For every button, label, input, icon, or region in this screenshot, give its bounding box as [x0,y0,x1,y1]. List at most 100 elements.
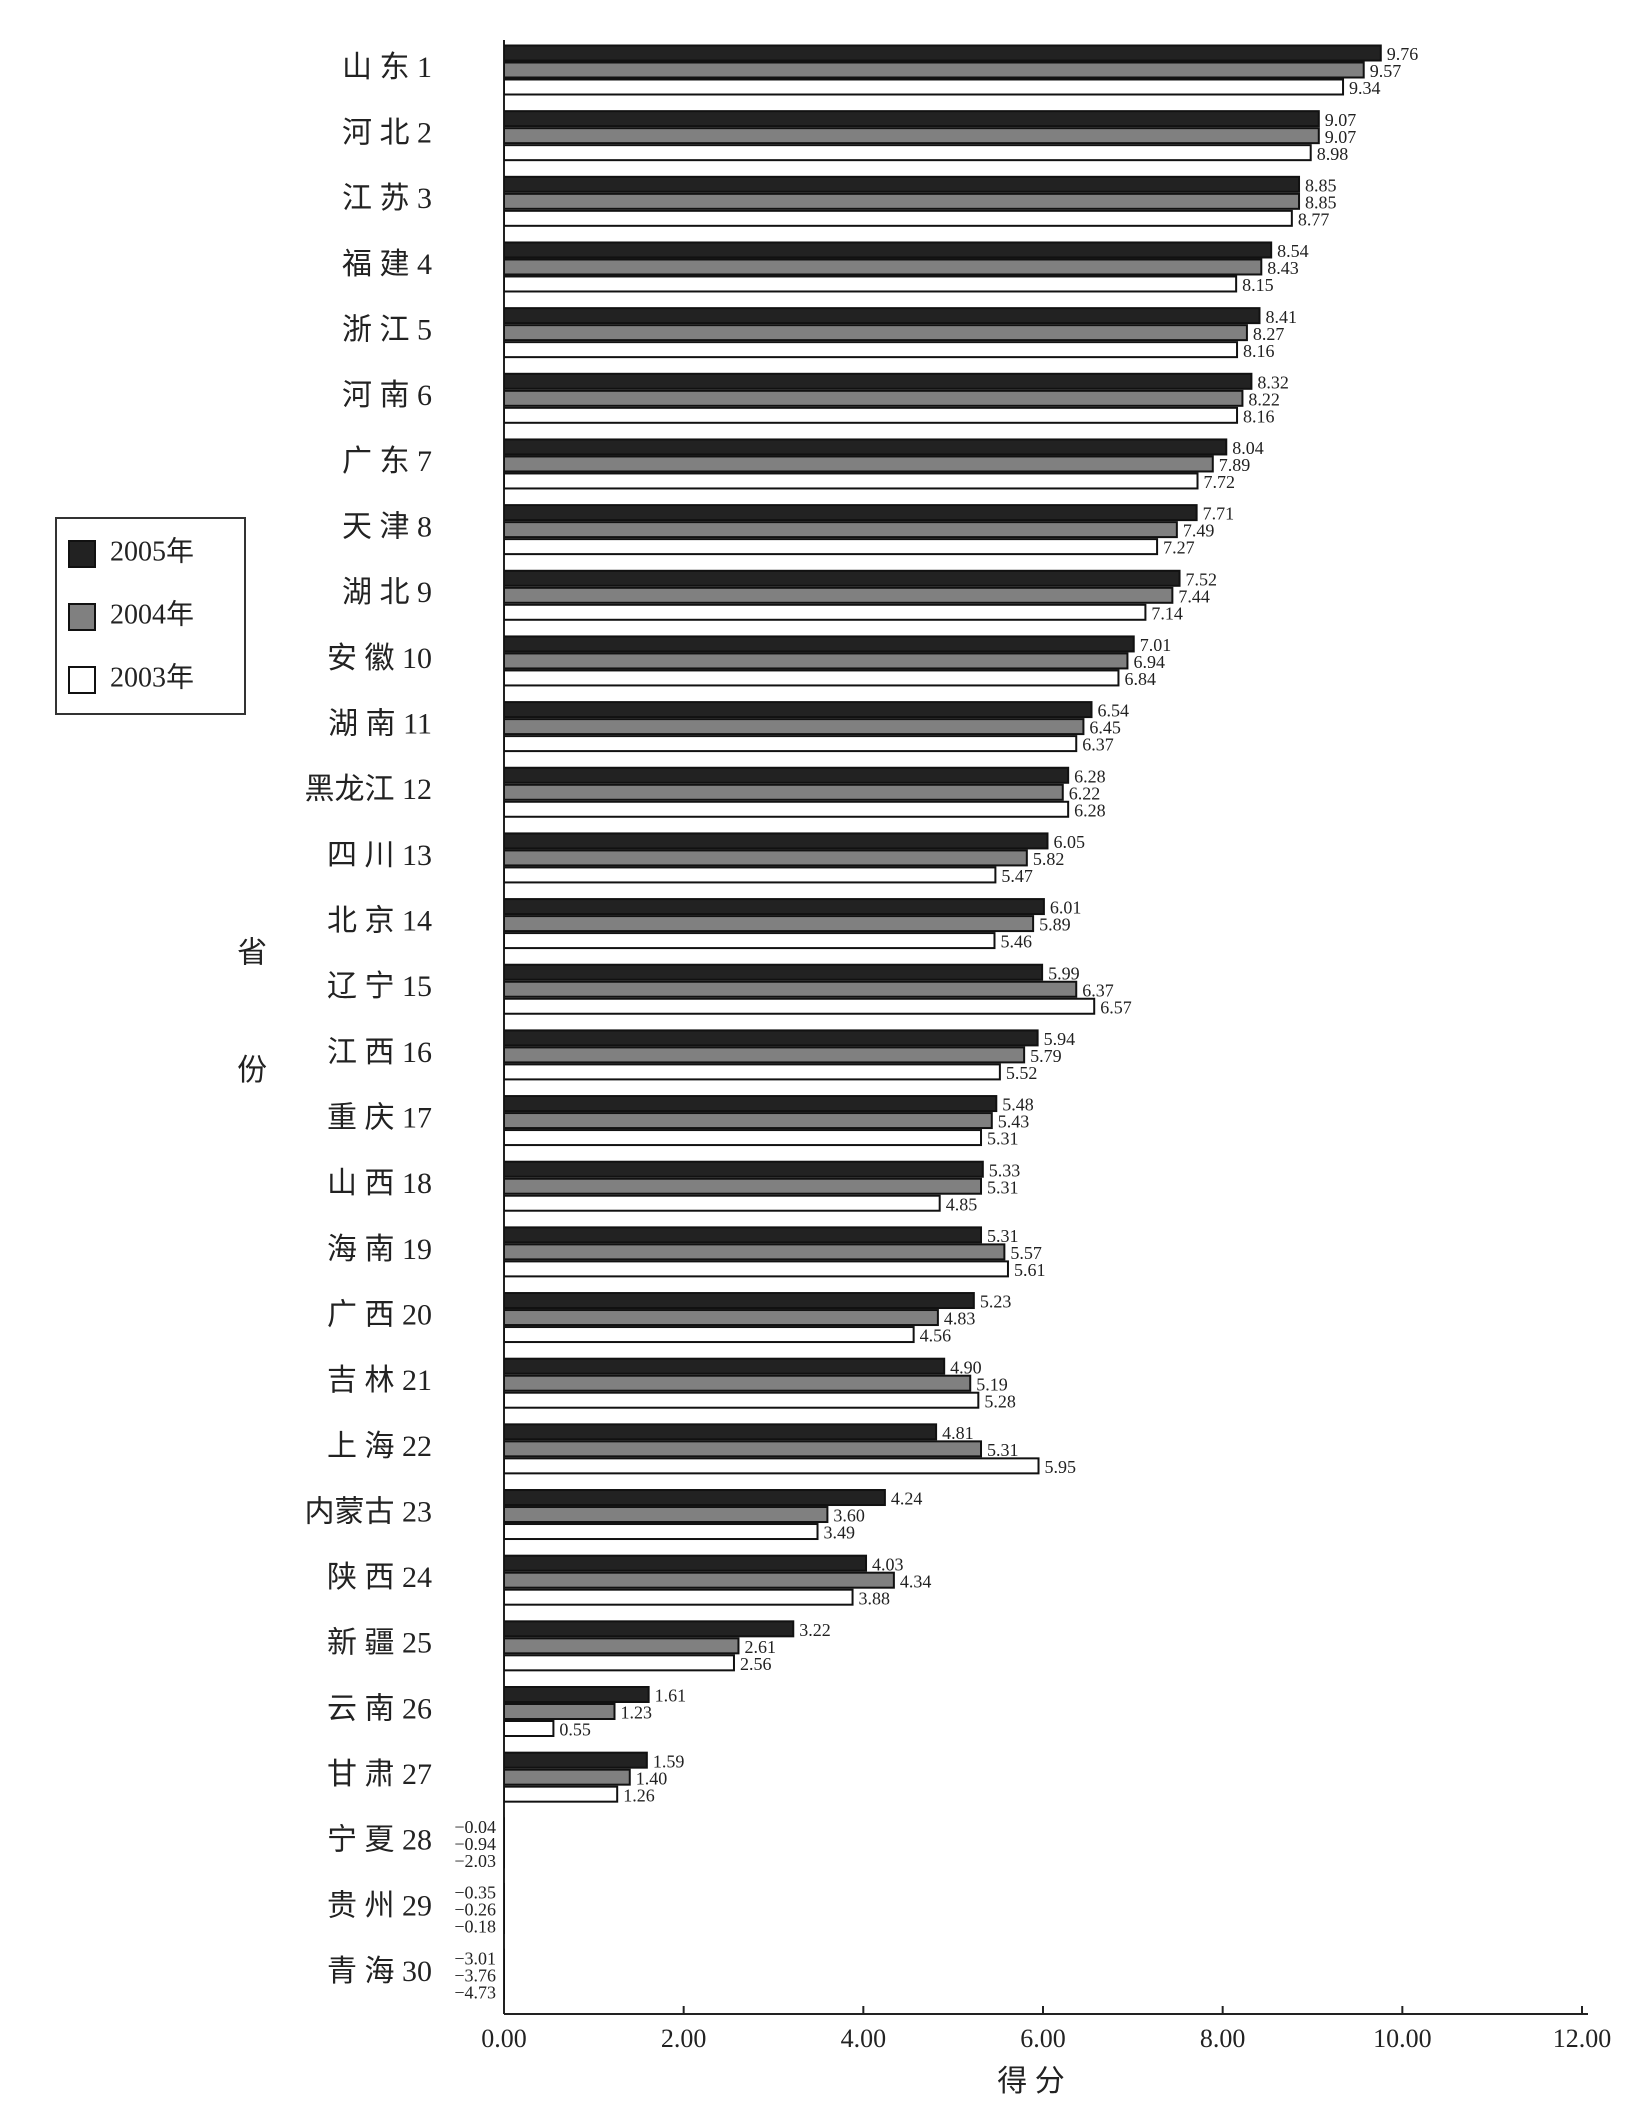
value-label: −0.26 [454,1900,496,1920]
value-label: 2.61 [744,1637,776,1657]
bar [504,275,1238,293]
value-label: 4.81 [942,1423,974,1443]
category-label: 四 川 13 [327,839,432,872]
bar [504,144,1312,162]
value-label: 3.49 [824,1523,856,1543]
value-label: 7.27 [1163,538,1195,558]
value-label: 6.57 [1100,997,1132,1017]
category-label: 宁 夏 28 [327,1824,432,1857]
value-label: 6.28 [1074,800,1106,820]
value-label: 6.45 [1089,718,1121,738]
bar [504,669,1120,687]
value-label: 8.16 [1243,406,1275,426]
value-label: 5.89 [1039,915,1071,935]
bar [504,766,1070,784]
bar [504,209,1293,227]
bar [504,1046,1026,1064]
value-label: 6.94 [1133,652,1165,672]
value-label: 7.01 [1140,635,1172,655]
value-label: 3.22 [799,1620,831,1640]
value-label: 8.98 [1317,144,1349,164]
value-label: 6.54 [1098,701,1130,721]
bar [504,1391,980,1409]
value-label: 5.52 [1006,1063,1038,1083]
value-label: 9.07 [1325,110,1357,130]
bar [504,1948,506,1966]
value-label: 4.83 [944,1309,976,1329]
bar [504,1637,740,1655]
value-label: 5.31 [987,1440,1019,1460]
value-label: 8.04 [1232,438,1264,458]
bar [504,586,1174,604]
value-label: 4.56 [920,1326,952,1346]
value-label: 9.76 [1387,44,1419,64]
value-label: 4.85 [946,1194,978,1214]
bar [504,1686,650,1703]
category-label: 湖 北 9 [342,576,432,609]
bar [504,1260,1009,1278]
category-label: 陕 西 24 [327,1561,432,1594]
category-label: 新 疆 25 [327,1627,432,1660]
value-label: −2.03 [454,1851,496,1871]
x-tick-label: 2.00 [661,2024,707,2053]
bar [504,1703,616,1720]
category-label: 上 海 22 [327,1430,432,1463]
legend-swatch [68,603,96,631]
category-label: 青 海 30 [327,1955,432,1988]
value-label: 4.24 [891,1489,923,1509]
category-label: 吉 林 21 [327,1364,432,1397]
bar [504,1243,1006,1261]
value-label: 8.85 [1305,175,1337,195]
value-label: 5.94 [1044,1029,1076,1049]
value-label: 5.31 [987,1177,1019,1197]
bar [504,1834,506,1852]
value-label: 8.54 [1277,241,1309,261]
value-label: 6.01 [1050,898,1082,918]
value-label: 5.82 [1033,849,1065,869]
value-label: 5.79 [1030,1046,1062,1066]
bar [504,175,1301,193]
value-label: 8.85 [1305,192,1337,212]
category-label: 山 西 18 [327,1167,432,1200]
x-axis-label: 得 分 [997,2065,1065,2098]
bar [504,1292,975,1310]
bar [504,1374,972,1392]
x-tick-label: 0.00 [481,2024,527,2053]
category-label: 湖 南 11 [328,707,432,740]
value-label: 8.27 [1253,324,1285,344]
category-label: 江 苏 3 [342,182,432,215]
category-label: 河 南 6 [342,379,432,412]
bar [504,1226,983,1244]
value-label: 5.28 [984,1391,1016,1411]
value-label: 7.52 [1186,569,1218,589]
x-tick-label: 8.00 [1200,2024,1246,2053]
value-label: −3.76 [454,1965,496,1985]
bar [504,980,1078,998]
category-label: 黑龙江 12 [305,773,433,806]
bar [504,1326,915,1344]
value-label: 5.57 [1010,1243,1041,1263]
bar [504,1785,619,1803]
value-label: 8.15 [1242,275,1274,295]
category-label: 山 东 1 [342,51,432,84]
bar [504,1899,506,1917]
bar [504,1423,938,1441]
category-label: 河 北 2 [342,117,432,150]
y-axis-label: 省 份 [232,936,267,1124]
bar [504,735,1078,753]
value-label: 7.49 [1183,521,1215,541]
bar [504,1817,506,1835]
bar [504,1588,854,1606]
value-label: 4.90 [950,1357,982,1377]
legend-label: 2003年 [110,661,194,693]
value-label: 5.95 [1045,1457,1077,1477]
value-label: 1.26 [623,1785,655,1805]
value-label: 1.23 [620,1703,652,1723]
value-label: 4.03 [872,1554,904,1574]
value-label: 5.48 [1002,1095,1033,1115]
value-label: 7.14 [1151,603,1183,623]
legend-label: 2004年 [110,598,194,630]
category-label: 广 西 20 [327,1298,432,1331]
category-label: 内蒙古 23 [305,1495,433,1528]
value-label: 3.88 [859,1588,891,1608]
